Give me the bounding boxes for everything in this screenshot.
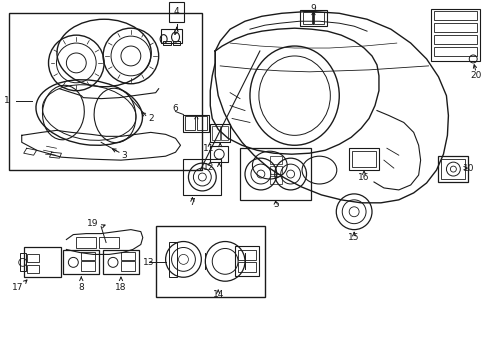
Bar xyxy=(441,159,464,179)
Text: 3: 3 xyxy=(121,151,126,160)
Bar xyxy=(269,156,281,164)
Text: 11: 11 xyxy=(202,144,214,153)
Bar xyxy=(24,247,61,277)
Bar xyxy=(238,262,255,272)
Bar xyxy=(212,126,220,140)
Bar xyxy=(348,148,378,170)
Bar xyxy=(63,251,99,274)
Bar xyxy=(235,247,258,276)
Text: 12: 12 xyxy=(202,163,214,172)
Text: 20: 20 xyxy=(469,71,481,80)
Bar xyxy=(221,126,228,140)
Bar xyxy=(240,148,311,200)
Bar xyxy=(433,11,476,20)
Bar xyxy=(210,125,230,142)
Bar xyxy=(168,3,184,22)
Text: 17: 17 xyxy=(12,283,23,292)
Bar xyxy=(161,29,182,43)
Bar xyxy=(20,253,26,271)
Bar xyxy=(9,13,202,170)
Bar xyxy=(269,166,281,174)
Bar xyxy=(27,255,39,262)
Text: 2: 2 xyxy=(147,114,153,123)
Bar xyxy=(121,252,135,260)
Text: 10: 10 xyxy=(462,163,473,172)
Bar xyxy=(299,10,326,26)
Bar xyxy=(76,237,96,248)
Text: 18: 18 xyxy=(115,283,126,292)
Bar xyxy=(121,261,135,271)
Bar xyxy=(433,35,476,44)
Text: 13: 13 xyxy=(142,258,154,267)
Bar xyxy=(269,176,281,184)
Bar xyxy=(210,146,228,162)
Text: 19: 19 xyxy=(87,219,99,228)
Text: 7: 7 xyxy=(189,198,195,207)
Bar xyxy=(302,12,312,24)
Bar xyxy=(314,12,324,24)
Bar xyxy=(163,41,170,45)
Text: 15: 15 xyxy=(347,233,359,242)
Bar xyxy=(183,159,221,195)
Bar xyxy=(103,251,139,274)
Bar xyxy=(27,265,39,273)
Bar xyxy=(433,47,476,56)
Text: 1: 1 xyxy=(4,96,10,105)
Bar xyxy=(438,156,468,182)
Text: 8: 8 xyxy=(78,283,84,292)
Text: 6: 6 xyxy=(172,104,178,113)
Bar xyxy=(155,226,264,297)
Bar xyxy=(172,41,180,45)
Bar xyxy=(351,151,375,167)
Bar xyxy=(238,251,255,260)
Bar xyxy=(183,114,209,132)
Bar xyxy=(433,23,476,32)
Text: 5: 5 xyxy=(272,200,278,209)
Bar xyxy=(429,9,479,61)
Bar xyxy=(185,117,195,130)
Bar xyxy=(81,261,95,271)
Bar xyxy=(99,237,119,248)
Text: 4: 4 xyxy=(173,7,179,16)
Bar xyxy=(197,117,207,130)
Bar xyxy=(81,252,95,260)
Text: 14: 14 xyxy=(212,289,224,298)
Bar xyxy=(168,242,176,277)
Text: 9: 9 xyxy=(310,4,316,13)
Text: 16: 16 xyxy=(358,172,369,181)
